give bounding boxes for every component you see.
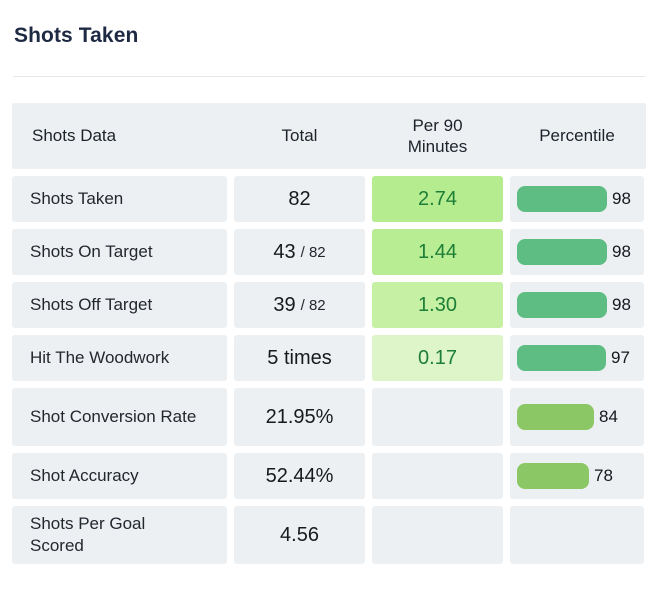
percentile-cell	[510, 506, 644, 564]
percentile-cell: 98	[510, 176, 644, 222]
total-value: 43	[273, 240, 296, 263]
percentile-cell: 78	[510, 453, 644, 499]
percentile-value: 97	[611, 348, 630, 367]
stat-label: Shots Off Target	[30, 294, 153, 314]
table-row: Shots On Target 43/ 82 1.44 98	[12, 229, 646, 275]
header-percentile-label: Percentile	[539, 126, 615, 146]
percentile-value: 98	[612, 242, 631, 261]
percentile-bar	[517, 463, 589, 489]
percentile-bar	[517, 292, 607, 318]
percentile-cell: 98	[510, 229, 644, 275]
stat-label: Hit The Woodwork	[30, 347, 170, 367]
shots-stats-table: Shots Data Total Per 90 Minutes Percenti…	[12, 103, 646, 564]
page-title: Shots Taken	[14, 24, 139, 47]
percentile-bar	[517, 239, 607, 265]
total-cell: 21.95%	[234, 388, 365, 446]
per90-value: 0.17	[418, 346, 457, 369]
percentile-cell: 84	[510, 388, 644, 446]
total-cell: 43/ 82	[234, 229, 365, 275]
table-header-row: Shots Data Total Per 90 Minutes Percenti…	[12, 103, 646, 169]
stat-label-cell: Shots Per Goal Scored	[12, 506, 227, 564]
percentile-bar	[517, 404, 594, 430]
total-suffix: / 82	[300, 243, 326, 261]
percentile-value: 98	[612, 295, 631, 314]
table-row: Shots Taken 82 2.74 98	[12, 176, 646, 222]
total-value: 52.44%	[265, 464, 334, 487]
header-total-label: Total	[281, 126, 318, 146]
percentile-value: 78	[594, 466, 613, 485]
table-row: Shots Per Goal Scored 4.56	[12, 506, 646, 564]
per90-cell	[372, 453, 503, 499]
table-row: Shot Accuracy 52.44% 78	[12, 453, 646, 499]
total-cell: 39/ 82	[234, 282, 365, 328]
table-row: Shot Conversion Rate 21.95% 84	[12, 388, 646, 446]
total-value: 4.56	[280, 523, 319, 546]
per90-cell: 1.30	[372, 282, 503, 328]
stat-label-cell: Shot Accuracy	[12, 453, 227, 499]
percentile-bar	[517, 186, 607, 212]
table-row: Hit The Woodwork 5 times 0.17 97	[12, 335, 646, 381]
total-value: 39	[273, 293, 296, 316]
header-percentile: Percentile	[510, 125, 644, 146]
title-divider	[13, 76, 645, 77]
stat-label-cell: Shots On Target	[12, 229, 227, 275]
total-cell: 4.56	[234, 506, 365, 564]
total-cell: 52.44%	[234, 453, 365, 499]
total-value: 82	[288, 187, 311, 210]
header-per90-label: Per 90 Minutes	[407, 115, 468, 156]
percentile-bar	[517, 345, 606, 371]
total-value: 5 times	[267, 346, 332, 369]
percentile-value: 98	[612, 189, 631, 208]
percentile-value: 84	[599, 407, 618, 426]
stat-label-cell: Hit The Woodwork	[12, 335, 227, 381]
per90-cell: 1.44	[372, 229, 503, 275]
per90-cell: 2.74	[372, 176, 503, 222]
total-cell: 82	[234, 176, 365, 222]
per90-cell: 0.17	[372, 335, 503, 381]
stat-label-cell: Shots Off Target	[12, 282, 227, 328]
stat-label: Shots Taken	[30, 188, 124, 208]
per90-value: 2.74	[418, 187, 457, 210]
header-per90: Per 90 Minutes	[372, 115, 503, 158]
per90-value: 1.44	[418, 240, 457, 263]
header-total: Total	[234, 125, 365, 146]
header-shots-data-label: Shots Data	[32, 126, 117, 146]
header-shots-data: Shots Data	[12, 125, 227, 146]
stat-label: Shots Per Goal Scored	[30, 513, 146, 555]
total-value: 21.95%	[265, 405, 334, 428]
stat-label: Shot Accuracy	[30, 465, 139, 485]
table-row: Shots Off Target 39/ 82 1.30 98	[12, 282, 646, 328]
per90-cell	[372, 506, 503, 564]
stat-label: Shot Conversion Rate	[30, 406, 197, 426]
percentile-cell: 98	[510, 282, 644, 328]
stat-label: Shots On Target	[30, 241, 153, 261]
total-suffix: / 82	[300, 296, 326, 314]
per90-cell	[372, 388, 503, 446]
total-cell: 5 times	[234, 335, 365, 381]
stat-label-cell: Shot Conversion Rate	[12, 388, 227, 446]
stat-label-cell: Shots Taken	[12, 176, 227, 222]
percentile-cell: 97	[510, 335, 644, 381]
per90-value: 1.30	[418, 293, 457, 316]
